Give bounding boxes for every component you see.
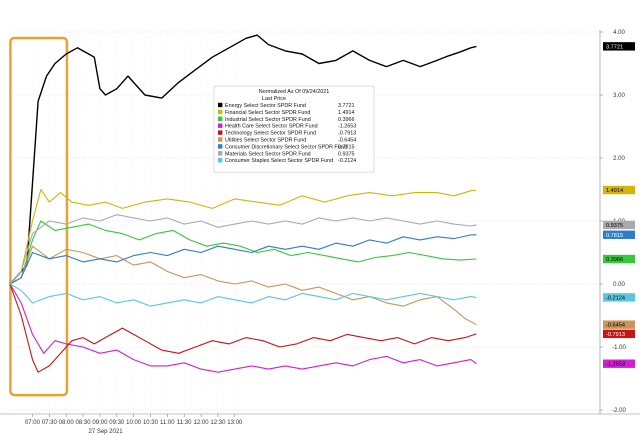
x-tick-label: 11:30: [177, 420, 192, 426]
x-tick-label: 10:00: [126, 420, 142, 426]
last-price-tag: -0.6454: [606, 323, 625, 329]
series-line-energy-select-sector-spdr-fund: [9, 34, 477, 285]
x-tick-label: 10:30: [143, 420, 159, 426]
legend-swatch-consumer-staples-select-sector-spdr-fund: [218, 158, 223, 163]
legend-swatch-energy-select-sector-spdr-fund: [218, 102, 223, 108]
tag-bg-technology-select-sector-spdr-fund: [603, 329, 635, 339]
legend-series-name: Energy Select Sector SPDR Fund: [225, 103, 306, 109]
series-line-technology-select-sector-spdr-fund: [9, 283, 477, 373]
y-tick-label: 0.00: [613, 282, 625, 288]
legend-series-name: Technology Select Sector SPDR Fund: [225, 131, 316, 137]
series-line-materials-select-sector-spdr-fund: [9, 214, 477, 285]
series-line-financial-select-sector-spdr-fund: [9, 188, 477, 285]
series-line-health-care-select-sector-spdr-fund: [9, 283, 477, 373]
y-tick-label: -2.00: [612, 408, 626, 414]
legend-swatch-health-care-select-sector-spdr-fund: [218, 123, 223, 128]
series-line-consumer-staples-select-sector-spdr-fund: [9, 283, 477, 307]
legend-series-value: -0.7913: [338, 131, 356, 137]
tag-bg-materials-select-sector-spdr-fund: [603, 220, 635, 230]
last-price-tag: 0.7815: [606, 233, 623, 239]
legend-series-name: Consumer Staples Select Sector SPDR Fund: [225, 158, 333, 164]
last-price-tag: -0.7913: [606, 332, 625, 338]
series-layer: [9, 34, 477, 373]
last-price-tag: 3.7721: [606, 44, 623, 50]
legend-series-name: Materials Select Sector SPDR Fund: [225, 151, 311, 157]
last-price-tag: -0.2124: [606, 295, 625, 301]
tag-bg-energy-select-sector-spdr-fund: [603, 42, 635, 51]
legend-series-name: Industrial Select Sector SPDR Fund: [225, 117, 311, 123]
highlight-box: [9, 36, 69, 397]
x-tick-label: 07:00: [25, 420, 41, 426]
legend-swatch-technology-select-sector-spdr-fund: [218, 130, 223, 135]
last-price-tags: 3.7721 1.4914 0.9375 0.7815 0.3966 -0.2124 -0.…: [603, 42, 635, 368]
x-tick-label: 09:00: [92, 420, 108, 426]
last-price-tag: 1.4914: [606, 188, 623, 194]
x-tick-label: 08:00: [59, 420, 75, 426]
last-price-tag: -1.2653: [606, 362, 625, 368]
tag-bg-health-care-select-sector-spdr-fund: [603, 359, 635, 368]
x-axis: 07:00 07:30 08:00 08:30 09:00 09:30 10:00 10:30…: [25, 414, 243, 435]
last-price-tag: 0.3966: [606, 257, 623, 263]
legend-swatch-utilities-select-sector-spdr-fund: [218, 137, 223, 142]
tag-bg-financial-select-sector-spdr-fund: [603, 185, 635, 195]
legend-title: Normalized As Of 09/24/2021: [259, 89, 329, 95]
y-tick-label: 3.00: [613, 93, 625, 99]
x-tick-label: 08:30: [76, 420, 92, 426]
legend-swatch-financial-select-sector-spdr-fund: [218, 109, 223, 115]
legend-series-value: 1.4914: [338, 110, 355, 116]
legend-series-name: Health Care Select Sector SPDR Fund: [225, 124, 318, 130]
legend-swatch-consumer-discretionary-select-sector-spdr-fund: [218, 144, 223, 149]
series-line-consumer-discretionary-select-sector-spdr-fund: [9, 234, 477, 285]
y-tick-label: -1.00: [612, 345, 626, 351]
legend-series-value: -0.6454: [338, 138, 356, 144]
x-tick-label: 12:00: [194, 420, 210, 426]
tag-bg-industrial-select-sector-spdr-fund: [603, 254, 635, 264]
x-tick-label: 12:30: [210, 420, 226, 426]
date-label: 27 Sep 2021: [89, 429, 124, 435]
last-price-tag: 0.9375: [606, 223, 623, 229]
x-tick-label: 11:00: [160, 420, 175, 426]
series-line-industrial-select-sector-spdr-fund: [9, 220, 477, 285]
x-tick-label: 09:30: [109, 420, 125, 426]
x-tick-label: 13:00: [227, 420, 243, 426]
legend-swatch-industrial-select-sector-spdr-fund: [218, 116, 223, 121]
legend-series-value: -0.2124: [338, 158, 356, 164]
legend-series-value: 0.7815: [338, 144, 355, 150]
legend-series-name: Utilities Select Sector SPDR Fund: [225, 138, 306, 144]
y-tick-label: 4.00: [613, 30, 625, 36]
legend-series-name: Consumer Discretionary Select Sector SPD…: [225, 144, 347, 150]
legend-subtitle: Last Price: [262, 96, 286, 102]
y-tick-label: 2.00: [613, 156, 625, 162]
series-line-utilities-select-sector-spdr-fund: [9, 245, 477, 326]
legend-series-name: Financial Select Sector SPDR Fund: [225, 110, 310, 116]
legend-series-value: 0.3966: [338, 117, 355, 123]
legend-swatch-materials-select-sector-spdr-fund: [218, 151, 223, 156]
x-tick-label: 07:30: [42, 420, 58, 426]
highlight-box-layer: [9, 36, 69, 397]
tag-bg-consumer-staples-select-sector-spdr-fund: [603, 293, 635, 302]
legend-series-value: 0.9375: [338, 151, 355, 157]
tag-bg-utilities-select-sector-spdr-fund: [603, 320, 635, 329]
legend-box: [213, 85, 375, 173]
legend-series-value: 3.7721: [338, 103, 355, 109]
legend-series-value: -1.2653: [338, 124, 356, 130]
tag-bg-consumer-discretionary-select-sector-spdr-fund: [603, 230, 635, 239]
